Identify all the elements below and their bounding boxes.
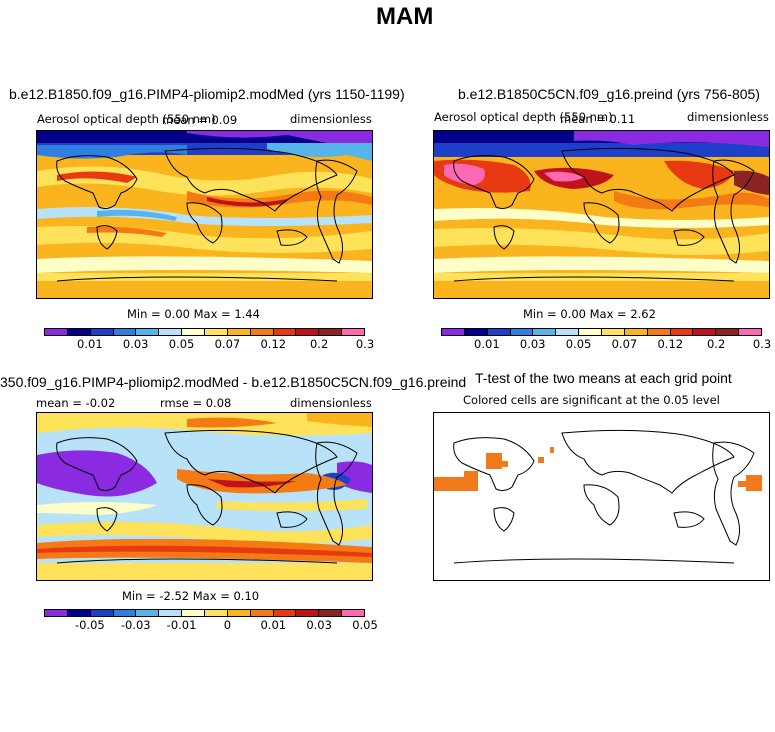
colorbar-2-swatch-5 — [556, 329, 580, 335]
colorbar-2-swatch-3 — [510, 329, 534, 335]
colorbar-2-swatch-10 — [670, 329, 694, 335]
colorbar-1-swatch-2 — [90, 329, 114, 335]
panel-1-minmax: Min = 0.00 Max = 1.44 — [127, 307, 260, 321]
panel-2-units-label: dimensionless — [687, 110, 769, 124]
colorbar-1-tick-label: 0.2 — [309, 337, 329, 351]
panel-3-title: 350.f09_g16.PIMP4-pliomip2.modMed - b.e1… — [0, 374, 467, 390]
panel-2-title: b.e12.B1850C5CN.f09_g16.preind (yrs 756-… — [458, 86, 760, 102]
colorbar-3-swatch-10 — [273, 610, 297, 616]
panel-3-rmse-label: rmse = 0.08 — [160, 396, 232, 410]
panel-3-map — [36, 412, 373, 581]
colorbar-2-tick-label: 0.01 — [474, 337, 500, 351]
panel-4-subtitle: Colored cells are significant at the 0.0… — [463, 393, 720, 407]
colorbar-2-tick-label: 0.3 — [752, 337, 772, 351]
colorbar-2-swatch-9 — [647, 329, 671, 335]
figure-title: MAM — [376, 3, 434, 30]
significant-cells — [434, 447, 762, 491]
colorbar-2-swatch-11 — [693, 329, 717, 335]
panel-2-colorbar — [441, 328, 762, 336]
colorbar-3-swatch-3 — [113, 610, 137, 616]
colorbar-1-swatch-4 — [136, 329, 160, 335]
colorbar-3-swatch-1 — [67, 610, 91, 616]
colorbar-2-swatch-7 — [602, 329, 625, 335]
panel-2-variable-label: Aerosol optical depth (550 nm) — [434, 110, 613, 124]
colorbar-1-tick-label: 0.12 — [260, 337, 287, 351]
panel-3-colorbar — [44, 609, 365, 617]
colorbar-1-swatch-6 — [182, 329, 206, 335]
colorbar-3-tick-label: -0.03 — [120, 618, 151, 632]
panel-4-map — [433, 412, 770, 581]
panel-2-minmax: Min = 0.00 Max = 2.62 — [523, 307, 656, 321]
colorbar-3-swatch-5 — [159, 610, 183, 616]
colorbar-2-swatch-12 — [716, 329, 740, 335]
colorbar-3-swatch-7 — [205, 610, 228, 616]
colorbar-3-tick-label: 0 — [223, 618, 232, 632]
colorbar-3-tick-label: 0.03 — [306, 618, 332, 632]
panel-1-mean-label: mean = 0.09 — [162, 113, 238, 127]
colorbar-1-tick-label: 0.3 — [355, 337, 375, 351]
colorbar-1-swatch-10 — [273, 329, 297, 335]
colorbar-1-swatch-13 — [342, 329, 365, 335]
colorbar-2-tick-label: 0.12 — [657, 337, 684, 351]
colorbar-3-swatch-13 — [342, 610, 365, 616]
panel-4-title: T-test of the two means at each grid poi… — [475, 370, 732, 386]
colorbar-1-swatch-8 — [227, 329, 251, 335]
colorbar-1-tick-label: 0.03 — [122, 337, 149, 351]
panel-3-mean-label: mean = -0.02 — [36, 396, 116, 410]
colorbar-3-swatch-4 — [136, 610, 160, 616]
panel-3-units-label: dimensionless — [290, 396, 372, 410]
colorbar-2-tick-label: 0.03 — [519, 337, 546, 351]
colorbar-3-tick-label: 0.01 — [260, 618, 287, 632]
colorbar-3-tick-label: -0.01 — [166, 618, 197, 632]
colorbar-3-swatch-6 — [182, 610, 206, 616]
colorbar-1-swatch-11 — [296, 329, 320, 335]
colorbar-1-swatch-7 — [205, 329, 228, 335]
colorbar-1-tick-label: 0.07 — [214, 337, 241, 351]
colorbar-3-swatch-0 — [45, 610, 68, 616]
colorbar-1-swatch-1 — [67, 329, 91, 335]
colorbar-1-swatch-0 — [45, 329, 68, 335]
colorbar-3-swatch-12 — [319, 610, 343, 616]
colorbar-1-swatch-3 — [113, 329, 137, 335]
panel-2-mean-label: mean = 0.11 — [560, 112, 636, 126]
colorbar-3-swatch-9 — [250, 610, 274, 616]
colorbar-2-swatch-1 — [464, 329, 488, 335]
colorbar-3-swatch-8 — [227, 610, 251, 616]
panel-1-map — [36, 130, 373, 299]
panel-3-minmax: Min = -2.52 Max = 0.10 — [122, 589, 260, 603]
panel-1-title: b.e12.B1850.f09_g16.PIMP4-pliomip2.modMe… — [9, 86, 405, 102]
colorbar-3-swatch-11 — [296, 610, 320, 616]
colorbar-2-swatch-6 — [579, 329, 603, 335]
colorbar-2-tick-label: 0.05 — [565, 337, 592, 351]
colorbar-1-swatch-12 — [319, 329, 343, 335]
colorbar-3-tick-label: -0.05 — [74, 618, 105, 632]
colorbar-2-swatch-13 — [739, 329, 762, 335]
colorbar-2-tick-label: 0.07 — [611, 337, 638, 351]
panel-1-variable-label: Aerosol optical depth (550 nm) — [37, 112, 216, 126]
colorbar-1-tick-label: 0.01 — [77, 337, 103, 351]
panel-1-units-label: dimensionless — [290, 112, 372, 126]
panel-2-map — [433, 130, 770, 299]
colorbar-2-tick-label: 0.2 — [706, 337, 726, 351]
colorbar-2-swatch-2 — [487, 329, 511, 335]
colorbar-3-tick-label: 0.05 — [352, 618, 378, 632]
colorbar-2-swatch-0 — [442, 329, 465, 335]
colorbar-2-swatch-4 — [533, 329, 557, 335]
colorbar-1-swatch-5 — [159, 329, 183, 335]
panel-1-colorbar — [44, 328, 365, 336]
colorbar-2-swatch-8 — [624, 329, 648, 335]
colorbar-3-swatch-2 — [90, 610, 114, 616]
colorbar-1-swatch-9 — [250, 329, 274, 335]
colorbar-1-tick-label: 0.05 — [168, 337, 195, 351]
